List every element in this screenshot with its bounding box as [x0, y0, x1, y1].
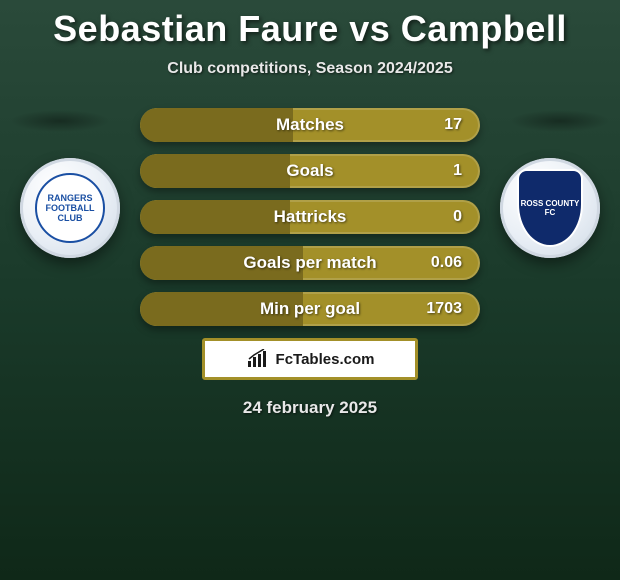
team-badge-right: ROSS COUNTY FC — [500, 158, 600, 258]
stat-row-goals: Goals 1 — [140, 154, 480, 188]
stat-value: 0.06 — [431, 246, 462, 280]
team-badge-left: RANGERS FOOTBALL CLUB — [20, 158, 120, 258]
brand-watermark[interactable]: FcTables.com — [202, 338, 418, 380]
stat-label: Goals — [140, 154, 480, 188]
date-label: 24 february 2025 — [0, 398, 620, 418]
chart-icon — [246, 349, 270, 369]
comparison-area: RANGERS FOOTBALL CLUB ROSS COUNTY FC Mat… — [0, 108, 620, 418]
stat-value: 1 — [453, 154, 462, 188]
stats-list: Matches 17 Goals 1 Hattricks 0 Goals per… — [140, 108, 480, 326]
stat-value: 0 — [453, 200, 462, 234]
page-title: Sebastian Faure vs Campbell — [0, 0, 620, 50]
stat-row-hattricks: Hattricks 0 — [140, 200, 480, 234]
team-crest-left: RANGERS FOOTBALL CLUB — [35, 173, 105, 243]
stat-row-goals-per-match: Goals per match 0.06 — [140, 246, 480, 280]
team-crest-right-label: ROSS COUNTY FC — [519, 199, 581, 217]
stat-row-matches: Matches 17 — [140, 108, 480, 142]
stat-value: 1703 — [426, 292, 462, 326]
team-crest-left-label: RANGERS FOOTBALL CLUB — [37, 193, 103, 223]
stat-row-min-per-goal: Min per goal 1703 — [140, 292, 480, 326]
team-crest-right: ROSS COUNTY FC — [517, 169, 583, 247]
stat-label: Goals per match — [140, 246, 480, 280]
page-subtitle: Club competitions, Season 2024/2025 — [0, 60, 620, 78]
brand-text: FcTables.com — [276, 351, 375, 368]
player-shadow-left — [10, 110, 110, 132]
player-shadow-right — [510, 110, 610, 132]
stat-label: Matches — [140, 108, 480, 142]
stat-label: Hattricks — [140, 200, 480, 234]
stat-value: 17 — [444, 108, 462, 142]
